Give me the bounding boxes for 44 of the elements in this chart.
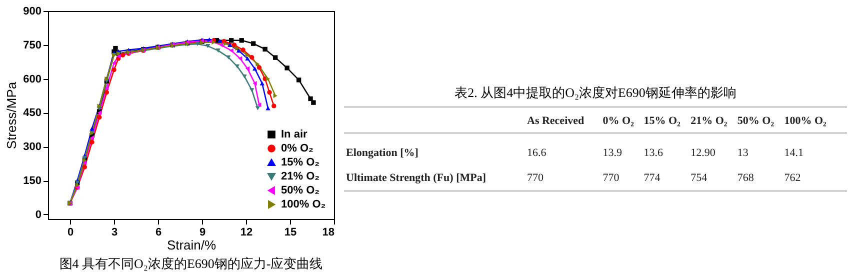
- text: 13.9: [602, 147, 622, 159]
- category-label: 100% O₂: [784, 115, 828, 127]
- legend-label: 100% O₂: [281, 198, 326, 210]
- category-label: As Received: [527, 115, 584, 127]
- text: 13: [737, 147, 748, 159]
- text: 770: [602, 172, 620, 184]
- text: 14.1: [784, 147, 804, 159]
- y-tick-label: 600: [23, 73, 42, 86]
- category-label: 0% O₂: [602, 115, 635, 127]
- text: 12.90: [690, 147, 716, 159]
- y-tick-label: 750: [23, 39, 42, 52]
- x-tick-label: 3: [111, 226, 118, 238]
- text: 768: [737, 172, 754, 184]
- x-tick-label: 6: [155, 226, 162, 238]
- legend-label: 15% O₂: [281, 156, 320, 168]
- category-label: Elongation [%]: [346, 147, 418, 159]
- text: 762: [784, 172, 801, 184]
- legend-label: 0% O₂: [281, 142, 314, 154]
- text: 16.6: [527, 147, 546, 159]
- y-tick-label: 300: [23, 141, 42, 154]
- y-axis-title: Stress/MPa: [4, 81, 20, 150]
- text: 表2. 从图4中提取的O₂浓度对E690钢延伸率的影响: [454, 85, 736, 100]
- legend-label: 50% O₂: [281, 184, 320, 196]
- x-tick-label: 12: [240, 226, 253, 238]
- y-tick-label: 0: [35, 208, 42, 221]
- text: 774: [644, 172, 660, 184]
- category-label: Ultimate Strength (Fu) [MPa]: [346, 172, 486, 184]
- category-label: 21% O₂: [690, 115, 728, 127]
- category-label: 15% O₂: [644, 115, 682, 127]
- x-tick-label: 0: [67, 226, 74, 238]
- text: 770: [527, 172, 544, 184]
- category-label: 50% O₂: [737, 115, 775, 127]
- y-tick-label: 450: [23, 107, 42, 120]
- legend-label: 21% O₂: [281, 170, 320, 182]
- legend-label: In air: [281, 128, 308, 140]
- y-tick-label: 900: [23, 6, 42, 18]
- x-tick-label: 18: [322, 226, 334, 238]
- x-axis-title: Strain/%: [166, 238, 216, 252]
- text: 754: [690, 172, 708, 184]
- x-tick-label: 9: [199, 226, 206, 238]
- text: 图4 具有不同O₂浓度的E690钢的应力-应变曲线: [59, 256, 323, 271]
- y-tick-label: 150: [23, 175, 42, 188]
- x-tick-label: 15: [284, 226, 297, 238]
- text: 13.6: [644, 147, 664, 159]
